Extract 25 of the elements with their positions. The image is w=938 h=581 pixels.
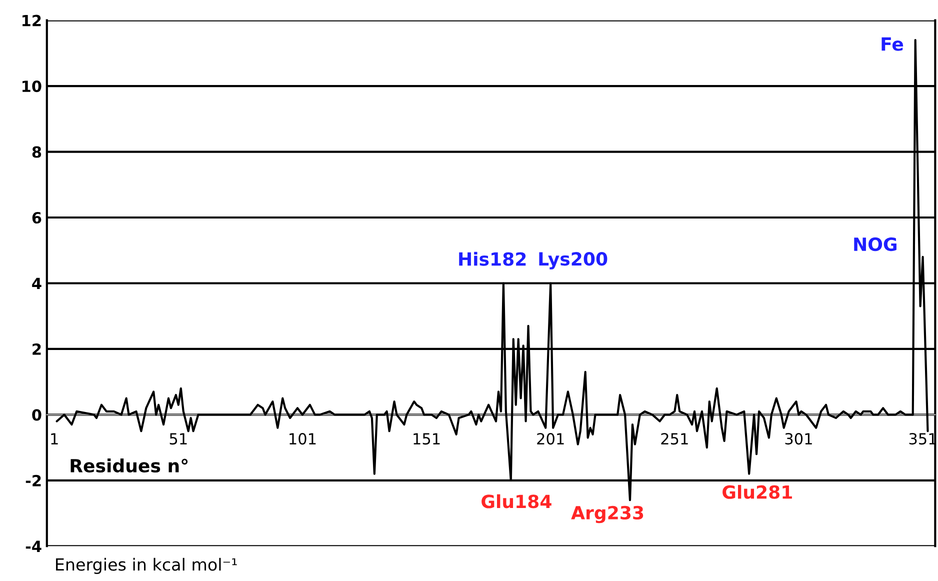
x-tick-label: 201 — [537, 433, 564, 445]
x-tick-label: 1 — [51, 433, 58, 444]
x-tick-label: 101 — [290, 433, 316, 445]
y-tick-label: 6 — [32, 212, 42, 224]
x-tick-label: 301 — [785, 433, 812, 445]
y-tick-label: 0 — [32, 409, 42, 421]
x-tick-label: 251 — [661, 433, 688, 445]
annotation: Arg233 — [571, 506, 644, 524]
annotation: Lys200 — [539, 252, 608, 270]
y-tick-label: 12 — [22, 14, 41, 26]
annotation: NOG — [854, 237, 896, 252]
y-tick-label: -4 — [26, 540, 42, 552]
y-tick-label: 4 — [32, 278, 42, 290]
x-tick-label: 151 — [414, 433, 440, 445]
y-tick-label: 10 — [22, 80, 42, 92]
y-tick-label: 2 — [32, 343, 41, 355]
annotation: Glu281 — [722, 484, 792, 499]
x-axis-title: Residues n° — [70, 458, 188, 473]
y-tick-label: 8 — [32, 146, 42, 158]
annotation: Glu184 — [482, 494, 552, 508]
x-tick-label: 51 — [170, 433, 187, 445]
y-tick-label: -2 — [26, 474, 41, 486]
text: Energies in kcal mol⁻¹ — [56, 558, 237, 574]
annotation: His182 — [459, 252, 526, 266]
annotation: Fe — [882, 37, 904, 51]
